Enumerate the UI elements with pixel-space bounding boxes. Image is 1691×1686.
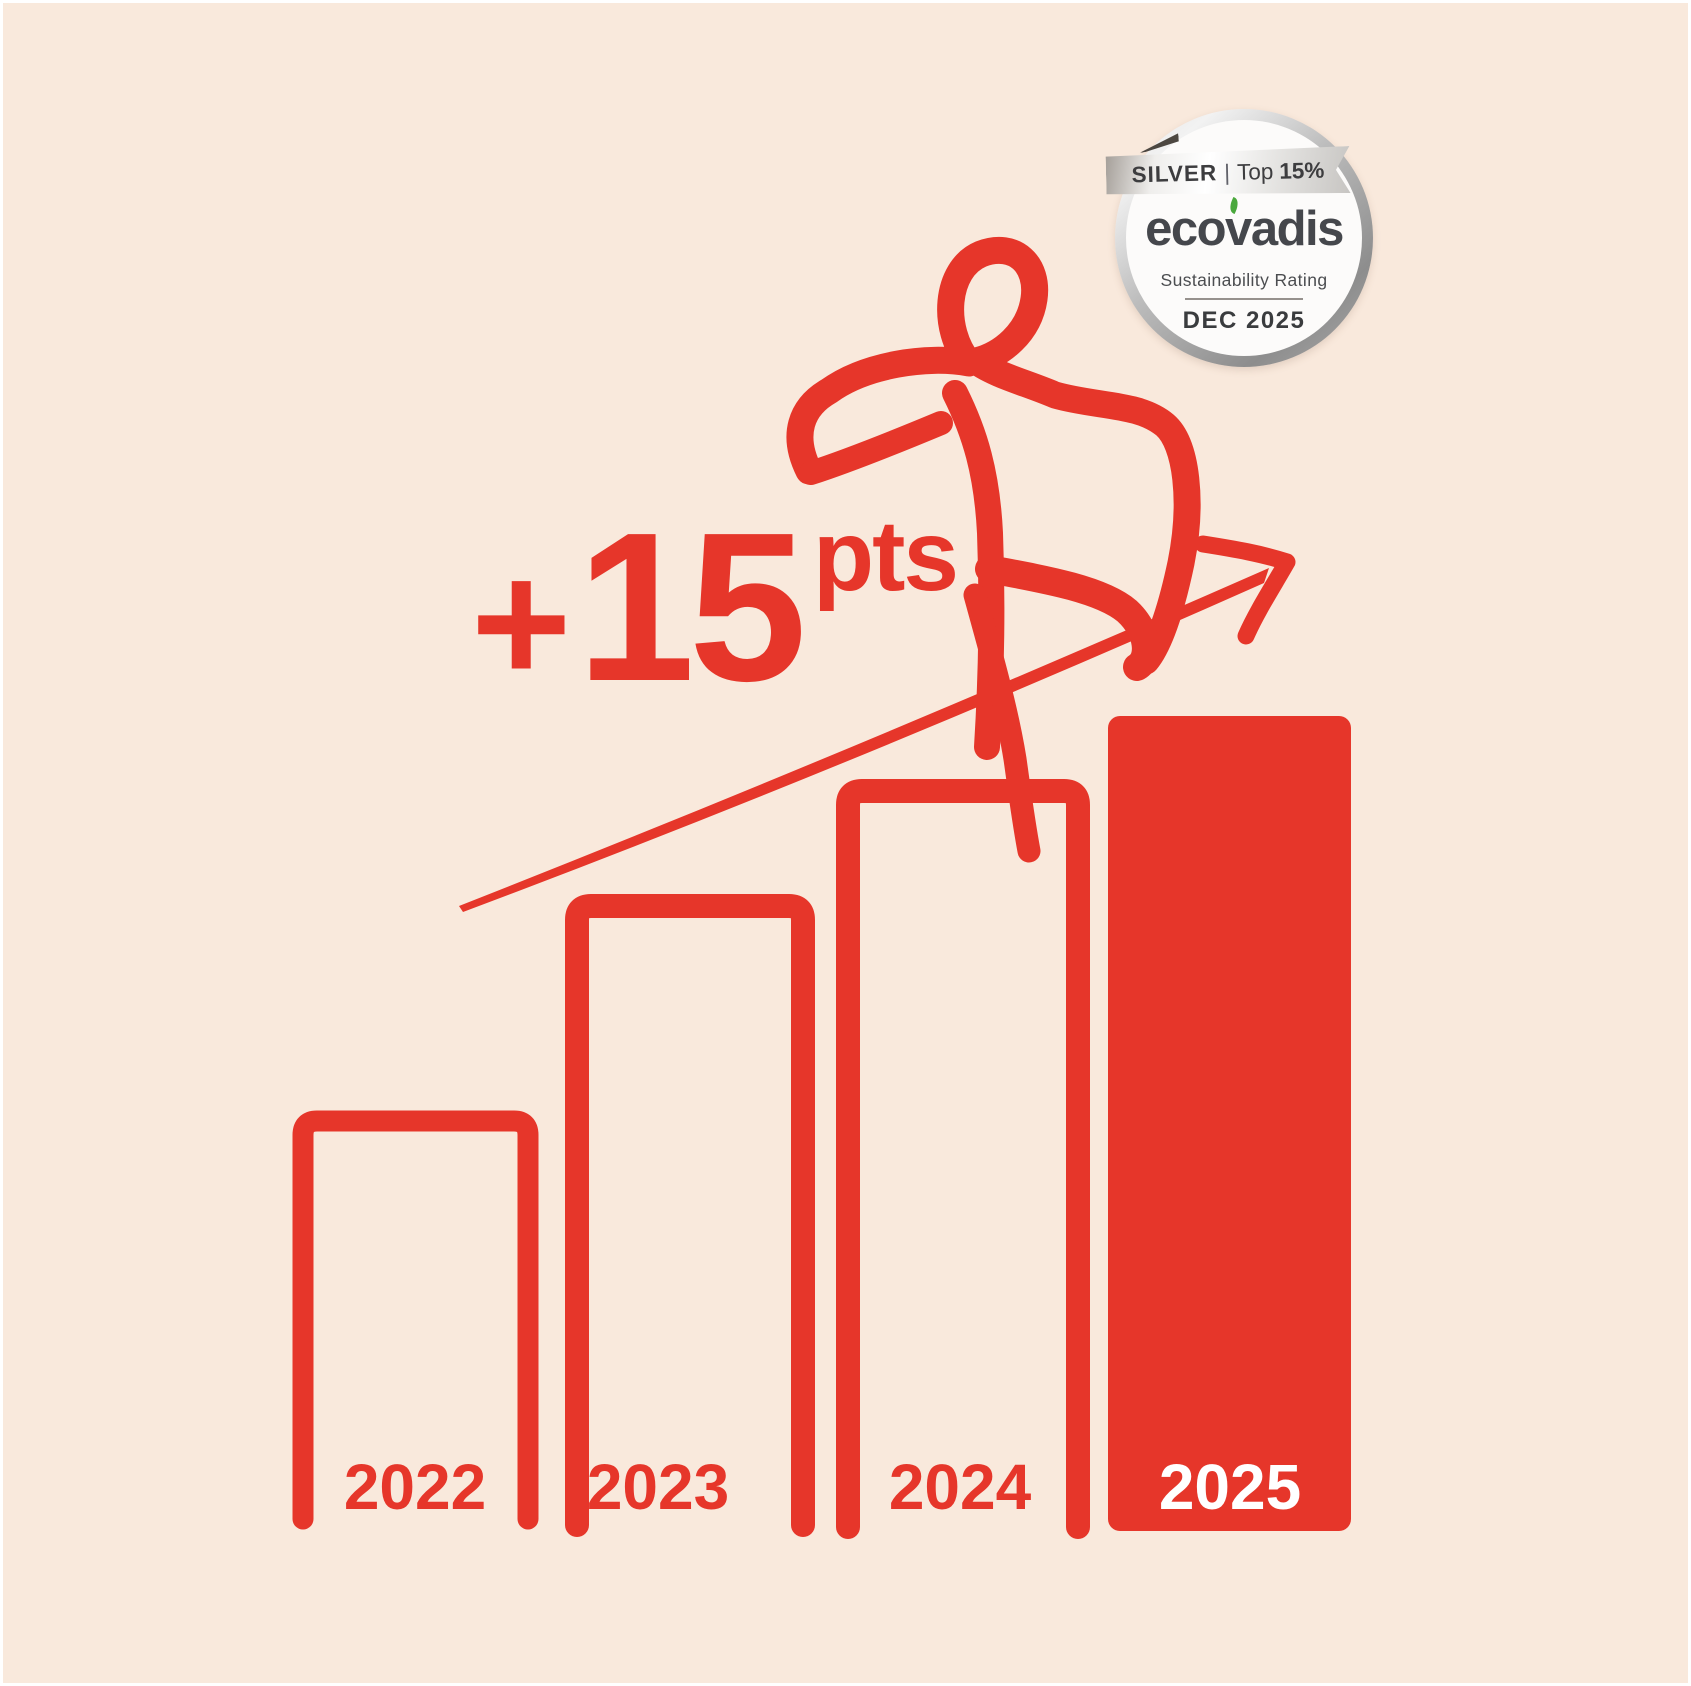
figure-support-leg xyxy=(963,583,1041,863)
badge-subtitle: Sustainability Rating xyxy=(1160,270,1328,290)
logo-v: v xyxy=(1225,197,1252,254)
figure-arm-underline xyxy=(799,411,953,485)
ecovadis-medal-badge: SILVER | Top 15% eco vadis Sustainability… xyxy=(1115,109,1373,367)
banner-qualifier: Top xyxy=(1236,158,1274,185)
growth-arrow-shaft xyxy=(459,568,1269,912)
badge-divider xyxy=(1185,298,1303,300)
year-label-2024: 2024 xyxy=(889,1451,1032,1523)
growth-arrow-head xyxy=(1194,535,1296,645)
bar-2025 xyxy=(1108,716,1351,1531)
year-label-2025: 2025 xyxy=(1159,1451,1301,1523)
banner-separator: | xyxy=(1223,159,1231,185)
bar-2024 xyxy=(836,779,1090,1539)
gain-unit: pts xyxy=(813,500,959,612)
growth-bar-chart: 2022 2023 2024 2025 xyxy=(292,236,1351,1539)
bar-2022 xyxy=(292,1110,539,1530)
running-person-figure xyxy=(786,236,1201,863)
medal-tier-label: SILVER xyxy=(1131,159,1218,187)
plus-sign: + xyxy=(471,527,572,719)
figure-arms-head-loop xyxy=(786,236,1201,675)
gain-value: 15 xyxy=(577,488,807,725)
figure-front-leg xyxy=(975,555,1160,681)
ecovadis-logo: eco vadis xyxy=(1115,197,1373,256)
badge-date: DEC 2025 xyxy=(1182,307,1306,334)
year-label-2023: 2023 xyxy=(587,1451,729,1523)
medal-ribbon-banner: SILVER | Top 15% xyxy=(1105,146,1350,199)
bar-2023 xyxy=(565,894,815,1537)
logo-suffix: adis xyxy=(1250,202,1345,256)
year-label-2022: 2022 xyxy=(344,1451,486,1523)
banner-percent: 15% xyxy=(1279,157,1325,184)
logo-prefix: eco xyxy=(1145,202,1226,256)
